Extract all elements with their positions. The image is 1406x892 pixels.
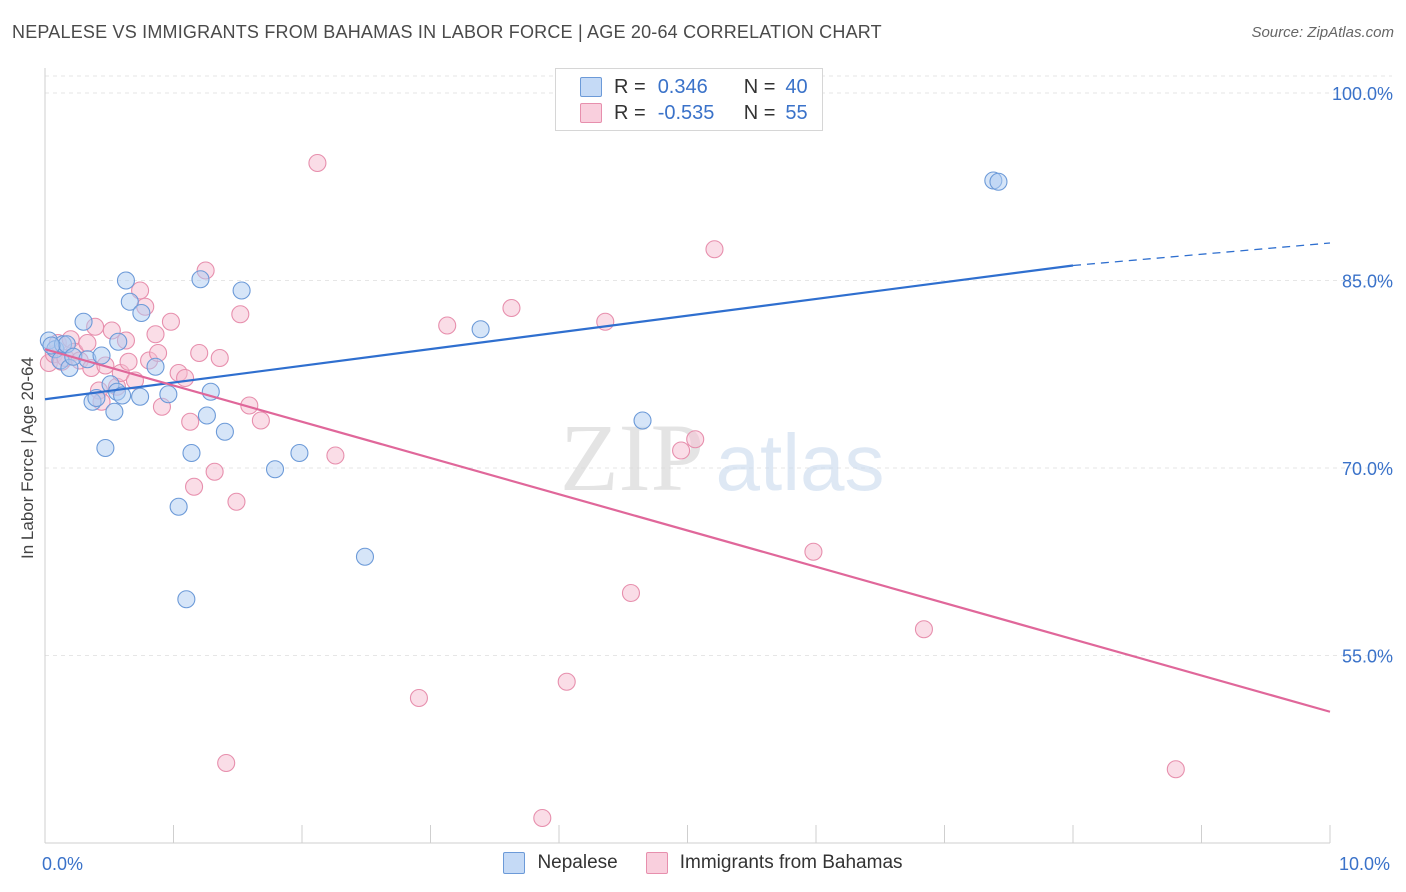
legend-swatch-bahamas bbox=[580, 103, 602, 123]
data-point bbox=[197, 406, 216, 425]
x-tick-label: 0.0% bbox=[42, 854, 83, 874]
data-point bbox=[201, 382, 220, 401]
data-point bbox=[989, 172, 1008, 191]
data-point bbox=[161, 312, 180, 331]
data-point bbox=[176, 368, 195, 388]
data-point bbox=[181, 412, 200, 431]
chart-title: NEPALESE VS IMMIGRANTS FROM BAHAMAS IN L… bbox=[12, 22, 882, 42]
data-point bbox=[146, 357, 165, 376]
legend-item-bahamas: Immigrants from Bahamas bbox=[645, 852, 903, 874]
data-point bbox=[113, 386, 132, 405]
data-point bbox=[105, 402, 124, 421]
legend-swatch-nepalese bbox=[580, 77, 602, 97]
series-legend: Nepalese Immigrants from Bahamas bbox=[0, 852, 1406, 874]
data-point bbox=[533, 808, 552, 828]
legend-row-bahamas: R = -0.535 N = 55 bbox=[580, 101, 808, 125]
data-point bbox=[169, 497, 188, 516]
y-tick-label: 100.0% bbox=[1332, 84, 1393, 104]
data-point bbox=[146, 325, 165, 344]
trend-line-bahamas bbox=[44, 348, 1331, 713]
trend-line-nepalese-extension bbox=[1072, 242, 1331, 267]
legend-n-value: 40 bbox=[785, 75, 808, 98]
legend-label-nepalese: Nepalese bbox=[537, 852, 618, 873]
data-point bbox=[78, 333, 97, 353]
legend-n-label: N = bbox=[743, 101, 776, 124]
legend-r-value: 0.346 bbox=[657, 75, 708, 98]
data-point bbox=[804, 542, 823, 561]
data-point bbox=[290, 443, 309, 463]
data-point bbox=[265, 460, 285, 479]
data-point bbox=[205, 462, 224, 481]
grid-lines bbox=[45, 75, 1392, 656]
legend-swatch-bahamas bbox=[645, 852, 668, 874]
data-point bbox=[215, 422, 234, 441]
data-point bbox=[120, 292, 139, 311]
data-point bbox=[621, 583, 641, 603]
data-point bbox=[672, 441, 691, 460]
legend-label-bahamas: Immigrants from Bahamas bbox=[679, 852, 903, 873]
axes bbox=[44, 68, 1331, 844]
data-point bbox=[119, 352, 138, 371]
legend-n-value: 55 bbox=[785, 101, 808, 124]
data-point bbox=[502, 298, 521, 318]
tick-labels: 100.0% 85.0% 70.0% 55.0% 0.0% 10.0% bbox=[42, 84, 1393, 874]
data-point bbox=[191, 270, 210, 289]
data-point bbox=[92, 346, 111, 365]
data-point bbox=[686, 430, 705, 449]
legend-n-label: N = bbox=[743, 75, 776, 98]
data-point bbox=[409, 688, 428, 708]
data-point bbox=[217, 753, 236, 773]
data-point bbox=[705, 240, 724, 259]
source-note: Source: ZipAtlas.com bbox=[1251, 24, 1394, 41]
data-point bbox=[231, 305, 250, 324]
data-point bbox=[159, 385, 178, 404]
data-point bbox=[232, 281, 251, 300]
data-point bbox=[116, 271, 136, 290]
data-point bbox=[185, 477, 204, 496]
legend-r-label: R = bbox=[614, 75, 646, 98]
correlation-legend: R = 0.346 N = 40 R = -0.535 N = 55 bbox=[555, 68, 823, 131]
data-point bbox=[471, 320, 490, 339]
series-nepalese bbox=[39, 171, 1008, 609]
data-point bbox=[914, 620, 933, 639]
legend-r-value: -0.535 bbox=[657, 101, 715, 124]
data-point bbox=[190, 343, 209, 363]
legend-swatch-nepalese bbox=[503, 852, 526, 874]
data-point bbox=[227, 492, 246, 511]
y-tick-label: 55.0% bbox=[1342, 647, 1393, 667]
data-point bbox=[131, 281, 150, 300]
trend-lines bbox=[44, 242, 1331, 713]
data-point bbox=[308, 153, 327, 173]
data-point bbox=[210, 348, 229, 368]
data-point bbox=[557, 672, 576, 691]
trend-line-nepalese bbox=[44, 264, 1074, 401]
data-point bbox=[131, 387, 150, 406]
data-point bbox=[74, 312, 93, 331]
data-point bbox=[633, 411, 652, 430]
data-point bbox=[438, 316, 457, 335]
legend-r-label: R = bbox=[614, 101, 646, 124]
watermark-atlas: atlas bbox=[716, 418, 885, 507]
data-point bbox=[251, 411, 270, 430]
data-point bbox=[177, 590, 196, 609]
data-point bbox=[132, 303, 151, 323]
data-point bbox=[326, 446, 345, 465]
data-point bbox=[96, 438, 115, 458]
data-point bbox=[1166, 760, 1185, 779]
legend-item-nepalese: Nepalese bbox=[503, 852, 618, 874]
data-point bbox=[182, 443, 201, 463]
legend-row-nepalese: R = 0.346 N = 40 bbox=[580, 75, 808, 99]
y-tick-label: 70.0% bbox=[1342, 459, 1393, 479]
x-tick-label: 10.0% bbox=[1339, 854, 1390, 874]
data-point bbox=[355, 547, 375, 566]
data-point bbox=[109, 332, 128, 351]
y-tick-label: 85.0% bbox=[1342, 272, 1393, 292]
